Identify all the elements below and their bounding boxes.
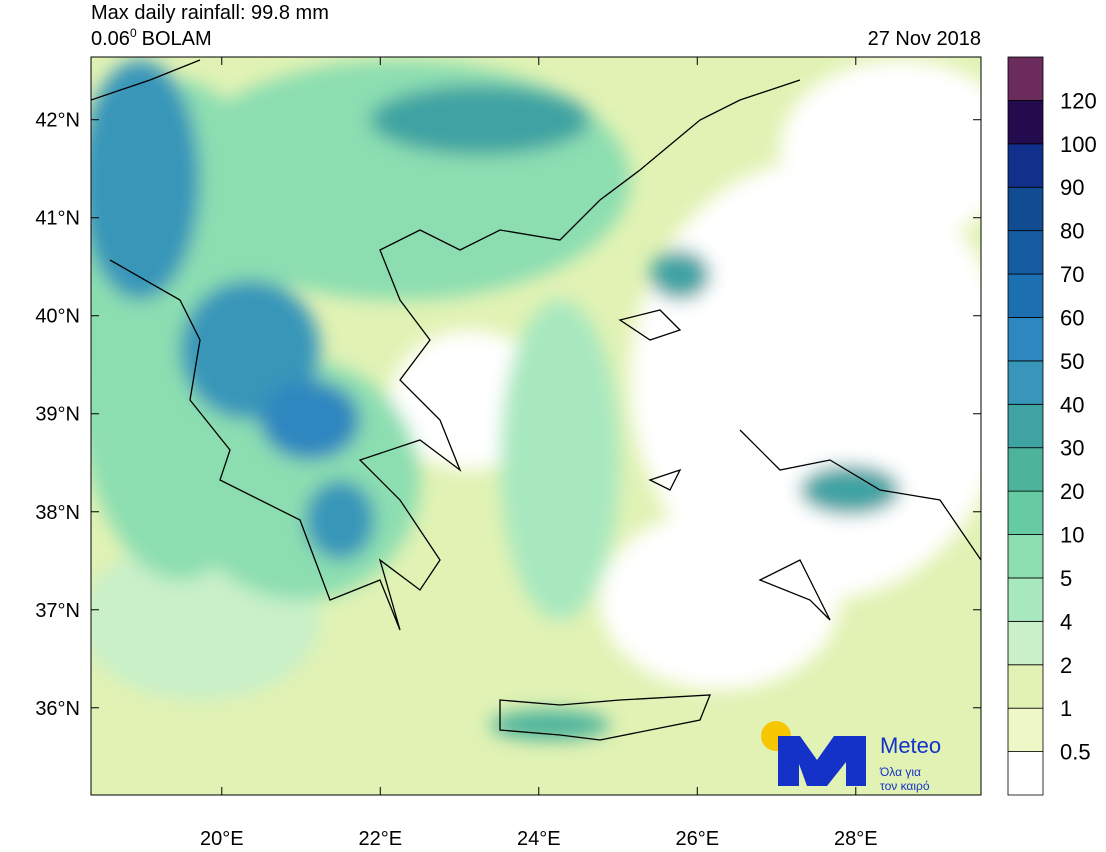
- date: 27 Nov 2018: [868, 28, 981, 50]
- colorbar-box: [1007, 100, 1044, 145]
- colorbar-box: [1007, 490, 1044, 535]
- y-tick-label: 38°N: [35, 502, 80, 524]
- colorbar-label: 0.5: [1060, 740, 1091, 765]
- degree-mark: 0: [130, 26, 137, 40]
- y-tick-label: 36°N: [35, 698, 80, 720]
- x-tick-label: 20°E: [200, 828, 244, 850]
- coastlines: [91, 59, 981, 741]
- colorbar-box: [1007, 186, 1044, 232]
- colorbar-box: [1007, 751, 1044, 796]
- colorbar-box: [1007, 534, 1044, 579]
- colorbar-label: 5: [1060, 566, 1072, 591]
- logo-tagline: τον καιρό: [880, 779, 930, 793]
- colorbar-box: [1007, 143, 1044, 188]
- colorbar-box: [1007, 447, 1044, 492]
- colorbar-label: 90: [1060, 175, 1084, 200]
- colorbar-label: 4: [1060, 609, 1072, 634]
- logo: Meteo Όλα για τον καιρό: [761, 721, 941, 793]
- y-tick-label: 37°N: [35, 600, 80, 622]
- map-frame: [90, 56, 982, 796]
- model-label: 0.060 BOLAM: [91, 26, 212, 50]
- x-tick-label: 28°E: [834, 828, 878, 850]
- model-name: BOLAM: [142, 28, 212, 50]
- y-tick-label: 42°N: [35, 110, 80, 132]
- colorbar-box: [1007, 577, 1044, 622]
- colorbar-box: [1007, 273, 1044, 318]
- field-blobs: [91, 60, 981, 740]
- colorbar-box: [1007, 56, 1044, 101]
- colorbar-label: 80: [1060, 219, 1084, 244]
- y-tick-label: 39°N: [35, 404, 80, 426]
- colorbar-label: 2: [1060, 653, 1072, 678]
- logo-name: Meteo: [880, 733, 941, 758]
- rainfall-field: [91, 57, 981, 795]
- colorbar-label: 20: [1060, 479, 1084, 504]
- colorbar-label: 60: [1060, 305, 1084, 330]
- colorbar-label: 1: [1060, 696, 1072, 721]
- colorbar-label: 40: [1060, 392, 1084, 417]
- colorbar-label: 120: [1060, 88, 1097, 113]
- colorbar-box: [1007, 360, 1044, 405]
- resolution: 0.06: [91, 28, 130, 50]
- colorbar-box: [1007, 664, 1044, 709]
- colorbar-label: 50: [1060, 349, 1084, 374]
- title: Max daily rainfall: 99.8 mm: [91, 2, 329, 24]
- x-tick-label: 24°E: [517, 828, 561, 850]
- colorbar-box: [1007, 317, 1044, 362]
- logo-mark: [778, 736, 866, 786]
- colorbar-box: [1007, 230, 1044, 275]
- colorbar-label: 100: [1060, 132, 1097, 157]
- colorbar-box: [1007, 620, 1044, 666]
- y-tick-label: 41°N: [35, 208, 80, 230]
- colorbar-label: 70: [1060, 262, 1084, 287]
- colorbar-box: [1007, 403, 1044, 449]
- colorbar-label: 30: [1060, 436, 1084, 461]
- colorbar-label: 10: [1060, 523, 1084, 548]
- colorbar-box: [1007, 707, 1044, 752]
- x-tick-label: 22°E: [358, 828, 402, 850]
- logo-tagline: Όλα για: [879, 765, 921, 779]
- x-tick-label: 26°E: [675, 828, 719, 850]
- y-tick-label: 40°N: [35, 306, 80, 328]
